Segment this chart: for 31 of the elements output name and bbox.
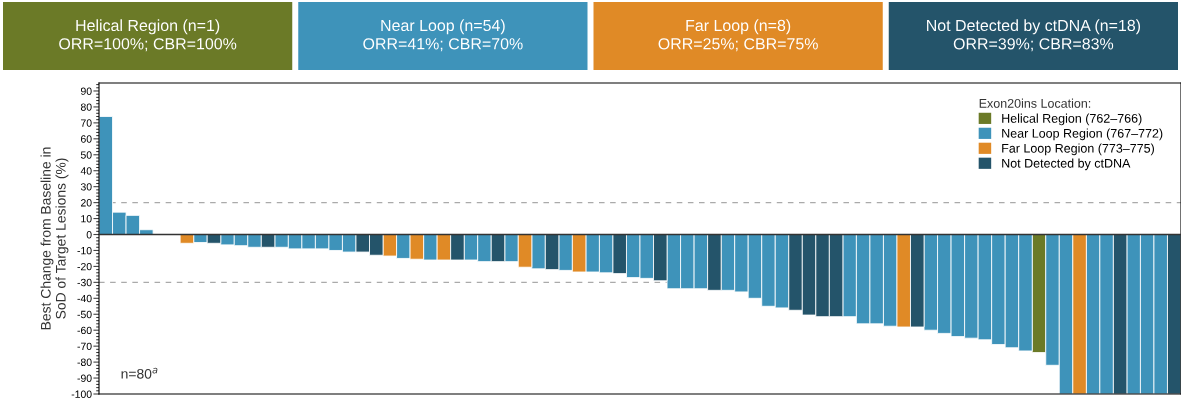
y-tick-label: 40	[80, 167, 92, 175]
y-tick-label: -30	[77, 278, 92, 287]
y-tick-label: 70	[81, 119, 92, 127]
y-tick-label: -70	[77, 342, 92, 351]
text: Not Detected by ctDNA (n=18) ORR=39%; CBR=83%	[927, 19, 1141, 52]
y-tick-label: 20	[80, 199, 92, 207]
legend-label: Far Loop Region (773–775)	[1002, 143, 1154, 156]
y-tick-label: -100	[71, 390, 92, 398]
legend-label: Near Loop Region (767–772)	[1002, 128, 1163, 141]
annotation: n=80$^{a}$	[121, 367, 158, 379]
legend-title: Exon20ins Location:	[979, 98, 1091, 108]
y-tick-label: 60	[81, 135, 92, 143]
y-tick-label: 30	[80, 183, 92, 191]
y-tick-label: -40	[77, 294, 92, 303]
y-axis-title: Best Change from Baseline in SoD of Target Lesions (%)	[40, 147, 69, 330]
legend-label: Not Detected by ctDNA	[1002, 158, 1131, 171]
y-tick-label: 90	[80, 87, 92, 95]
y-tick-label: 0	[86, 231, 92, 239]
y-tick-label: -50	[77, 310, 92, 319]
y-tick-label: 80	[80, 103, 92, 111]
y-tick-label: 50	[80, 151, 92, 159]
legend-label: Helical Region (762–766)	[1002, 113, 1142, 126]
y-tick-label: -10	[77, 246, 92, 255]
y-tick-label: -80	[77, 358, 92, 366]
text: Far Loop (n=8) ORR=25%; CBR=75%	[658, 19, 818, 52]
y-tick-label: -90	[77, 374, 92, 382]
text: Helical Region (n=1) ORR=100%; CBR=100%	[59, 19, 237, 52]
y-tick-label: -20	[77, 262, 92, 271]
text: Near Loop (n=54) ORR=41%; CBR=70%	[363, 19, 523, 52]
y-tick-label: 10	[81, 215, 92, 223]
y-tick-label: -60	[77, 326, 92, 335]
